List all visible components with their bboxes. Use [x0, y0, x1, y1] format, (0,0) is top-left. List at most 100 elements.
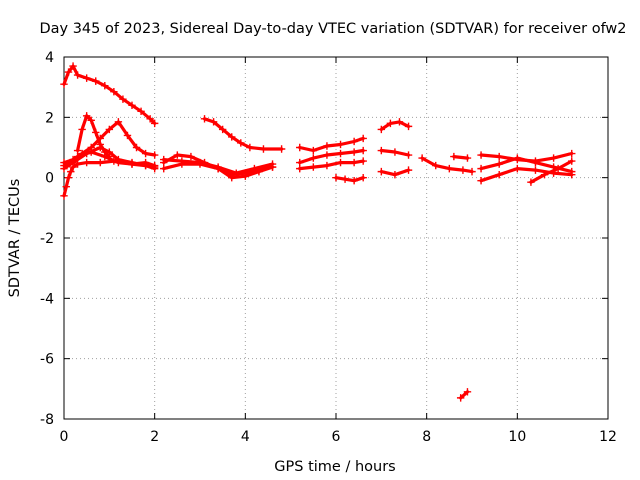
series-track-12 [296, 146, 367, 167]
data-point [350, 176, 358, 185]
data-point [477, 176, 485, 185]
data-point [377, 125, 386, 134]
axis-ticks: 0 2 4 6 8 10 12 -8 -6 -4 -2 0 2 4 [40, 50, 617, 445]
x-tick-label: 10 [508, 429, 526, 445]
data-point [418, 154, 426, 162]
data-point [228, 133, 236, 141]
data-point [377, 167, 386, 176]
data-point [459, 166, 467, 174]
data-point [105, 125, 114, 134]
y-tick-label: 0 [45, 171, 54, 187]
data-point [82, 112, 91, 120]
data-point [237, 139, 245, 147]
data-point [277, 145, 286, 153]
y-tick-label: -6 [40, 352, 54, 368]
data-point [214, 163, 222, 171]
data-point [377, 146, 386, 155]
series-track-15 [377, 118, 413, 134]
data-point [531, 166, 540, 174]
data-point [463, 388, 472, 396]
series-track-01 [60, 62, 159, 128]
data-point [296, 143, 304, 152]
data-point [64, 68, 73, 76]
data-point [228, 173, 236, 182]
series-track-19 [450, 152, 472, 162]
data-point [60, 161, 68, 170]
data-point [150, 161, 159, 170]
data-point [137, 107, 145, 115]
data-point [477, 151, 485, 159]
data-point [404, 122, 413, 131]
data-point [513, 164, 522, 173]
data-point [386, 119, 395, 128]
series-track-20 [456, 388, 472, 402]
data-point [150, 151, 159, 159]
data-point [60, 80, 68, 88]
series-line [379, 120, 411, 131]
data-point [128, 101, 136, 109]
data-point [232, 169, 240, 177]
data-point [73, 152, 82, 161]
series-line [334, 176, 365, 183]
series-track-10 [200, 115, 286, 153]
data-point [323, 142, 331, 150]
y-tick-label: -2 [40, 231, 54, 247]
data-point [87, 148, 95, 156]
data-point [296, 164, 304, 173]
data-point [110, 87, 118, 96]
data-point [64, 173, 73, 182]
data-point [73, 71, 82, 79]
y-tick-label: -4 [40, 291, 54, 307]
data-point [540, 170, 549, 179]
data-point [105, 148, 114, 156]
data-point [73, 146, 82, 155]
data-point [255, 167, 263, 176]
y-axis-label: SDTVAR / TECUs [7, 179, 23, 298]
data-point [187, 152, 195, 161]
data-point [391, 148, 399, 156]
data-point [268, 160, 277, 168]
data-point [67, 167, 75, 176]
data-point [69, 62, 77, 70]
series-track-18 [418, 154, 476, 176]
data-point [463, 154, 472, 162]
data-point [128, 160, 136, 168]
data-point [96, 158, 104, 167]
series-track-09 [160, 155, 277, 177]
data-point [309, 146, 318, 155]
x-tick-label: 2 [150, 429, 159, 445]
x-tick-label: 8 [422, 429, 431, 445]
data-point [336, 158, 345, 167]
data-point [341, 175, 349, 183]
data-point [200, 115, 209, 123]
data-point [549, 154, 558, 162]
y-tick-label: 2 [45, 110, 54, 126]
data-point [309, 163, 318, 171]
x-tick-label: 0 [60, 429, 69, 445]
data-point [495, 152, 503, 161]
series-line [202, 117, 284, 151]
data-point [359, 134, 367, 143]
data-point [568, 170, 576, 179]
data-point [62, 183, 70, 191]
data-point [141, 149, 150, 158]
y-tick-label: -8 [40, 412, 54, 428]
data-point [123, 131, 132, 140]
y-tick-label: 4 [45, 50, 54, 66]
data-point [73, 160, 82, 168]
data-point [332, 173, 340, 182]
series-track-14 [332, 173, 367, 185]
data-point [178, 157, 186, 165]
data-point [336, 149, 345, 158]
x-axis-label: GPS time / hours [274, 459, 395, 475]
grid [64, 57, 608, 419]
data-point [513, 154, 522, 162]
data-point [359, 157, 367, 165]
data-point [468, 167, 476, 176]
x-tick-label: 4 [241, 429, 250, 445]
data-point [96, 143, 104, 152]
data-point [82, 74, 91, 82]
data-point [101, 81, 109, 90]
data-point [101, 152, 109, 161]
